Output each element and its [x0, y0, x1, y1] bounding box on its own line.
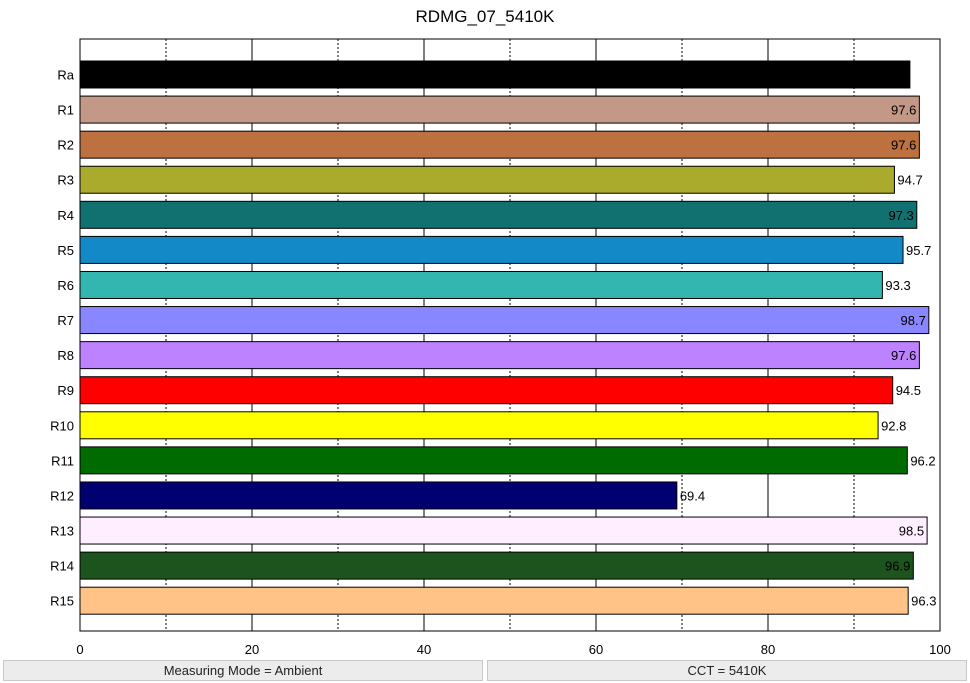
bar-r13	[79, 516, 928, 545]
bar-ra	[79, 60, 911, 89]
measuring-mode-status: Measuring Mode = Ambient	[3, 660, 483, 681]
x-tick-label: 0	[76, 642, 83, 657]
bar-r2	[79, 130, 920, 159]
bar-r9	[79, 376, 894, 405]
x-tick-label: 100	[929, 642, 951, 657]
x-tick-label: 80	[761, 642, 775, 657]
category-label: R6	[57, 278, 74, 293]
category-label: R4	[57, 208, 74, 223]
data-label: 94.7	[897, 173, 922, 188]
x-tick-label: 60	[589, 642, 603, 657]
category-label: R13	[50, 524, 74, 539]
data-label: 98.5	[899, 524, 924, 539]
x-tick-label: 40	[417, 642, 431, 657]
data-label: 96.2	[910, 453, 935, 468]
category-label: R3	[57, 173, 74, 188]
category-label: R7	[57, 313, 74, 328]
category-label: R9	[57, 383, 74, 398]
category-label: R10	[50, 418, 74, 433]
data-label: 97.3	[888, 208, 913, 223]
bar-r15	[79, 586, 909, 615]
data-label: 97.6	[891, 348, 916, 363]
bar-r3	[79, 165, 895, 194]
category-label: R8	[57, 348, 74, 363]
data-label: 94.5	[896, 383, 921, 398]
data-label: 69.4	[680, 488, 705, 503]
bar-r10	[79, 411, 879, 440]
data-label: 93.3	[885, 278, 910, 293]
category-label: R15	[50, 594, 74, 609]
chart-title: RDMG_07_5410K	[415, 7, 555, 26]
x-tick-label: 20	[245, 642, 259, 657]
category-label: R14	[50, 559, 74, 574]
bar-chart: 0 20 40 60 80 100 Ra 96.5 R1 97.6 R2 97.6 R3 94.7 R4 97…	[50, 38, 951, 657]
data-label: 97.6	[891, 138, 916, 153]
bar-r11	[79, 446, 908, 475]
bar-r7	[79, 306, 930, 335]
data-label: 96.3	[911, 594, 936, 609]
data-label: 96.9	[885, 559, 910, 574]
bar-r1	[79, 95, 920, 124]
category-label: R5	[57, 243, 74, 258]
bar-r4	[79, 200, 918, 229]
bar-r8	[79, 341, 920, 370]
bar-r14	[79, 551, 914, 580]
category-label: R12	[50, 488, 74, 503]
data-label: 98.7	[901, 313, 926, 328]
category-label: R2	[57, 138, 74, 153]
bar-r5	[79, 235, 904, 264]
data-label: 97.6	[891, 103, 916, 118]
data-label: 95.7	[906, 243, 931, 258]
category-label: R11	[51, 453, 74, 468]
data-label: 96.5	[913, 68, 938, 83]
category-label: Ra	[57, 68, 74, 83]
data-label: 92.8	[881, 418, 906, 433]
category-label: R1	[57, 103, 74, 118]
bar-r6	[79, 270, 883, 299]
bar-r12	[79, 481, 678, 510]
cct-status: CCT = 5410K	[487, 660, 967, 681]
